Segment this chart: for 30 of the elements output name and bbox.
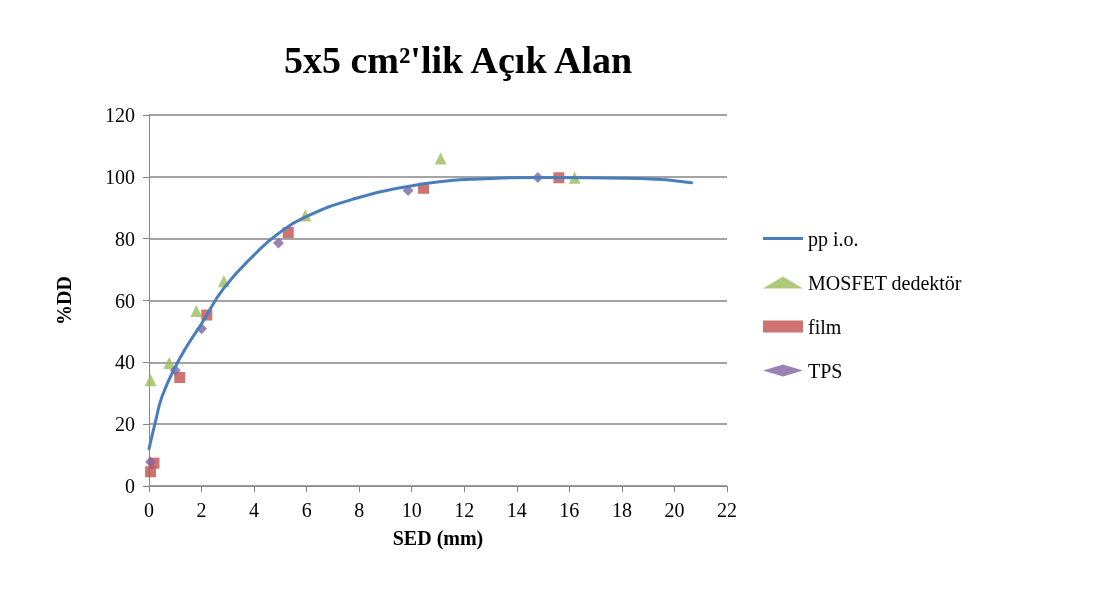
- y-tick-label: 40: [115, 351, 135, 374]
- y-axis-title: %DD: [53, 276, 75, 325]
- legend-label: MOSFET dedektör: [808, 271, 962, 294]
- point: [434, 152, 447, 165]
- x-tick-label: 22: [717, 499, 737, 521]
- x-tick-label: 20: [664, 499, 685, 521]
- legend-label: film: [808, 315, 842, 338]
- legend-label: pp i.o.: [808, 227, 859, 251]
- legend-label: TPS: [808, 359, 843, 382]
- x-tick-label: 2: [196, 499, 207, 521]
- x-tick-label: 16: [559, 499, 580, 521]
- x-tick-label: 8: [354, 499, 365, 521]
- x-axis-title: SED (mm): [392, 527, 484, 550]
- x-tick-label: 0: [144, 499, 154, 521]
- point: [190, 305, 203, 318]
- y-tick-label: 80: [115, 227, 135, 250]
- y-tick-label: 60: [115, 289, 135, 312]
- x-tick-label: 14: [506, 499, 527, 521]
- y-tick-label: 100: [105, 165, 135, 188]
- point: [144, 374, 157, 387]
- x-tick-label: 10: [401, 499, 422, 521]
- x-tick-label: 6: [301, 499, 312, 521]
- x-tick-label: 12: [454, 499, 475, 521]
- x-tick-label: 18: [611, 499, 632, 521]
- y-tick-label: 120: [105, 104, 135, 126]
- y-tick-label: 20: [115, 413, 135, 436]
- point: [273, 237, 285, 249]
- y-tick-label: 0: [125, 475, 135, 497]
- chart-title: 5x5 cm²'lik Açık Alan: [283, 39, 633, 81]
- x-tick-label: 4: [249, 499, 260, 521]
